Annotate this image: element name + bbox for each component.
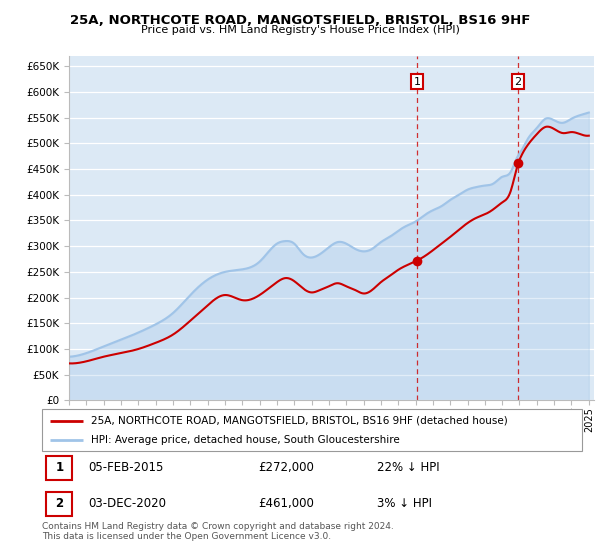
Text: £461,000: £461,000 [258,497,314,510]
Text: 1: 1 [55,461,64,474]
Text: 3% ↓ HPI: 3% ↓ HPI [377,497,432,510]
Text: Price paid vs. HM Land Registry's House Price Index (HPI): Price paid vs. HM Land Registry's House … [140,25,460,35]
Text: 1: 1 [413,77,421,87]
Text: 05-FEB-2015: 05-FEB-2015 [88,461,163,474]
Text: 03-DEC-2020: 03-DEC-2020 [88,497,166,510]
Text: 25A, NORTHCOTE ROAD, MANGOTSFIELD, BRISTOL, BS16 9HF (detached house): 25A, NORTHCOTE ROAD, MANGOTSFIELD, BRIST… [91,416,508,426]
FancyBboxPatch shape [46,492,72,516]
Text: 2: 2 [515,77,521,87]
Text: 22% ↓ HPI: 22% ↓ HPI [377,461,439,474]
FancyBboxPatch shape [42,409,582,451]
Text: £272,000: £272,000 [258,461,314,474]
Text: 2: 2 [55,497,64,510]
FancyBboxPatch shape [46,455,72,480]
Text: 25A, NORTHCOTE ROAD, MANGOTSFIELD, BRISTOL, BS16 9HF: 25A, NORTHCOTE ROAD, MANGOTSFIELD, BRIST… [70,14,530,27]
Text: HPI: Average price, detached house, South Gloucestershire: HPI: Average price, detached house, Sout… [91,435,400,445]
Text: Contains HM Land Registry data © Crown copyright and database right 2024.
This d: Contains HM Land Registry data © Crown c… [42,522,394,542]
